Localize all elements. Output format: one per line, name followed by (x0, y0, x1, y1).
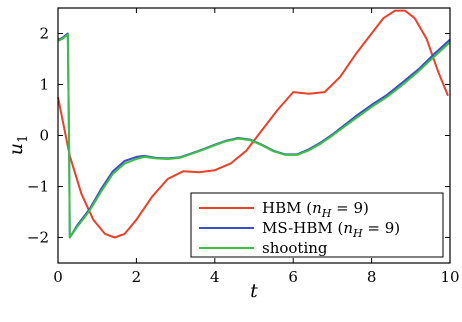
legend-box (190, 192, 444, 258)
series-lines (57, 9, 451, 239)
series-line-2 (57, 33, 451, 239)
x-tick-label: 10 (440, 268, 459, 286)
y-axis-label: u1 (5, 135, 31, 156)
y-axis-label-sub: 1 (16, 135, 31, 143)
y-tick-label: 0 (39, 127, 49, 145)
x-tick-label: 6 (288, 268, 298, 286)
axis-ticks: 0 2 4 6 8 10 −2 −1 0 1 2 (27, 8, 460, 286)
x-tick-label: 4 (210, 268, 220, 286)
legend-label-0: HBM (nH = 9) (262, 199, 369, 220)
y-tick-label: −2 (27, 229, 49, 247)
y-tick-label: −1 (27, 178, 49, 196)
y-tick-label: 1 (39, 76, 49, 94)
x-tick-label: 2 (132, 268, 142, 286)
y-axis-label-main: u (5, 143, 27, 155)
legend-label-1: MS-HBM (nH = 9) (262, 219, 400, 240)
legend-label-2: shooting (262, 239, 328, 257)
x-axis-label: t (250, 280, 258, 302)
x-tick-label: 0 (53, 268, 63, 286)
y-tick-label: 2 (39, 25, 49, 43)
legend: HBM (nH = 9)MS-HBM (nH = 9)shooting (190, 192, 444, 258)
x-tick-label: 8 (367, 268, 377, 286)
